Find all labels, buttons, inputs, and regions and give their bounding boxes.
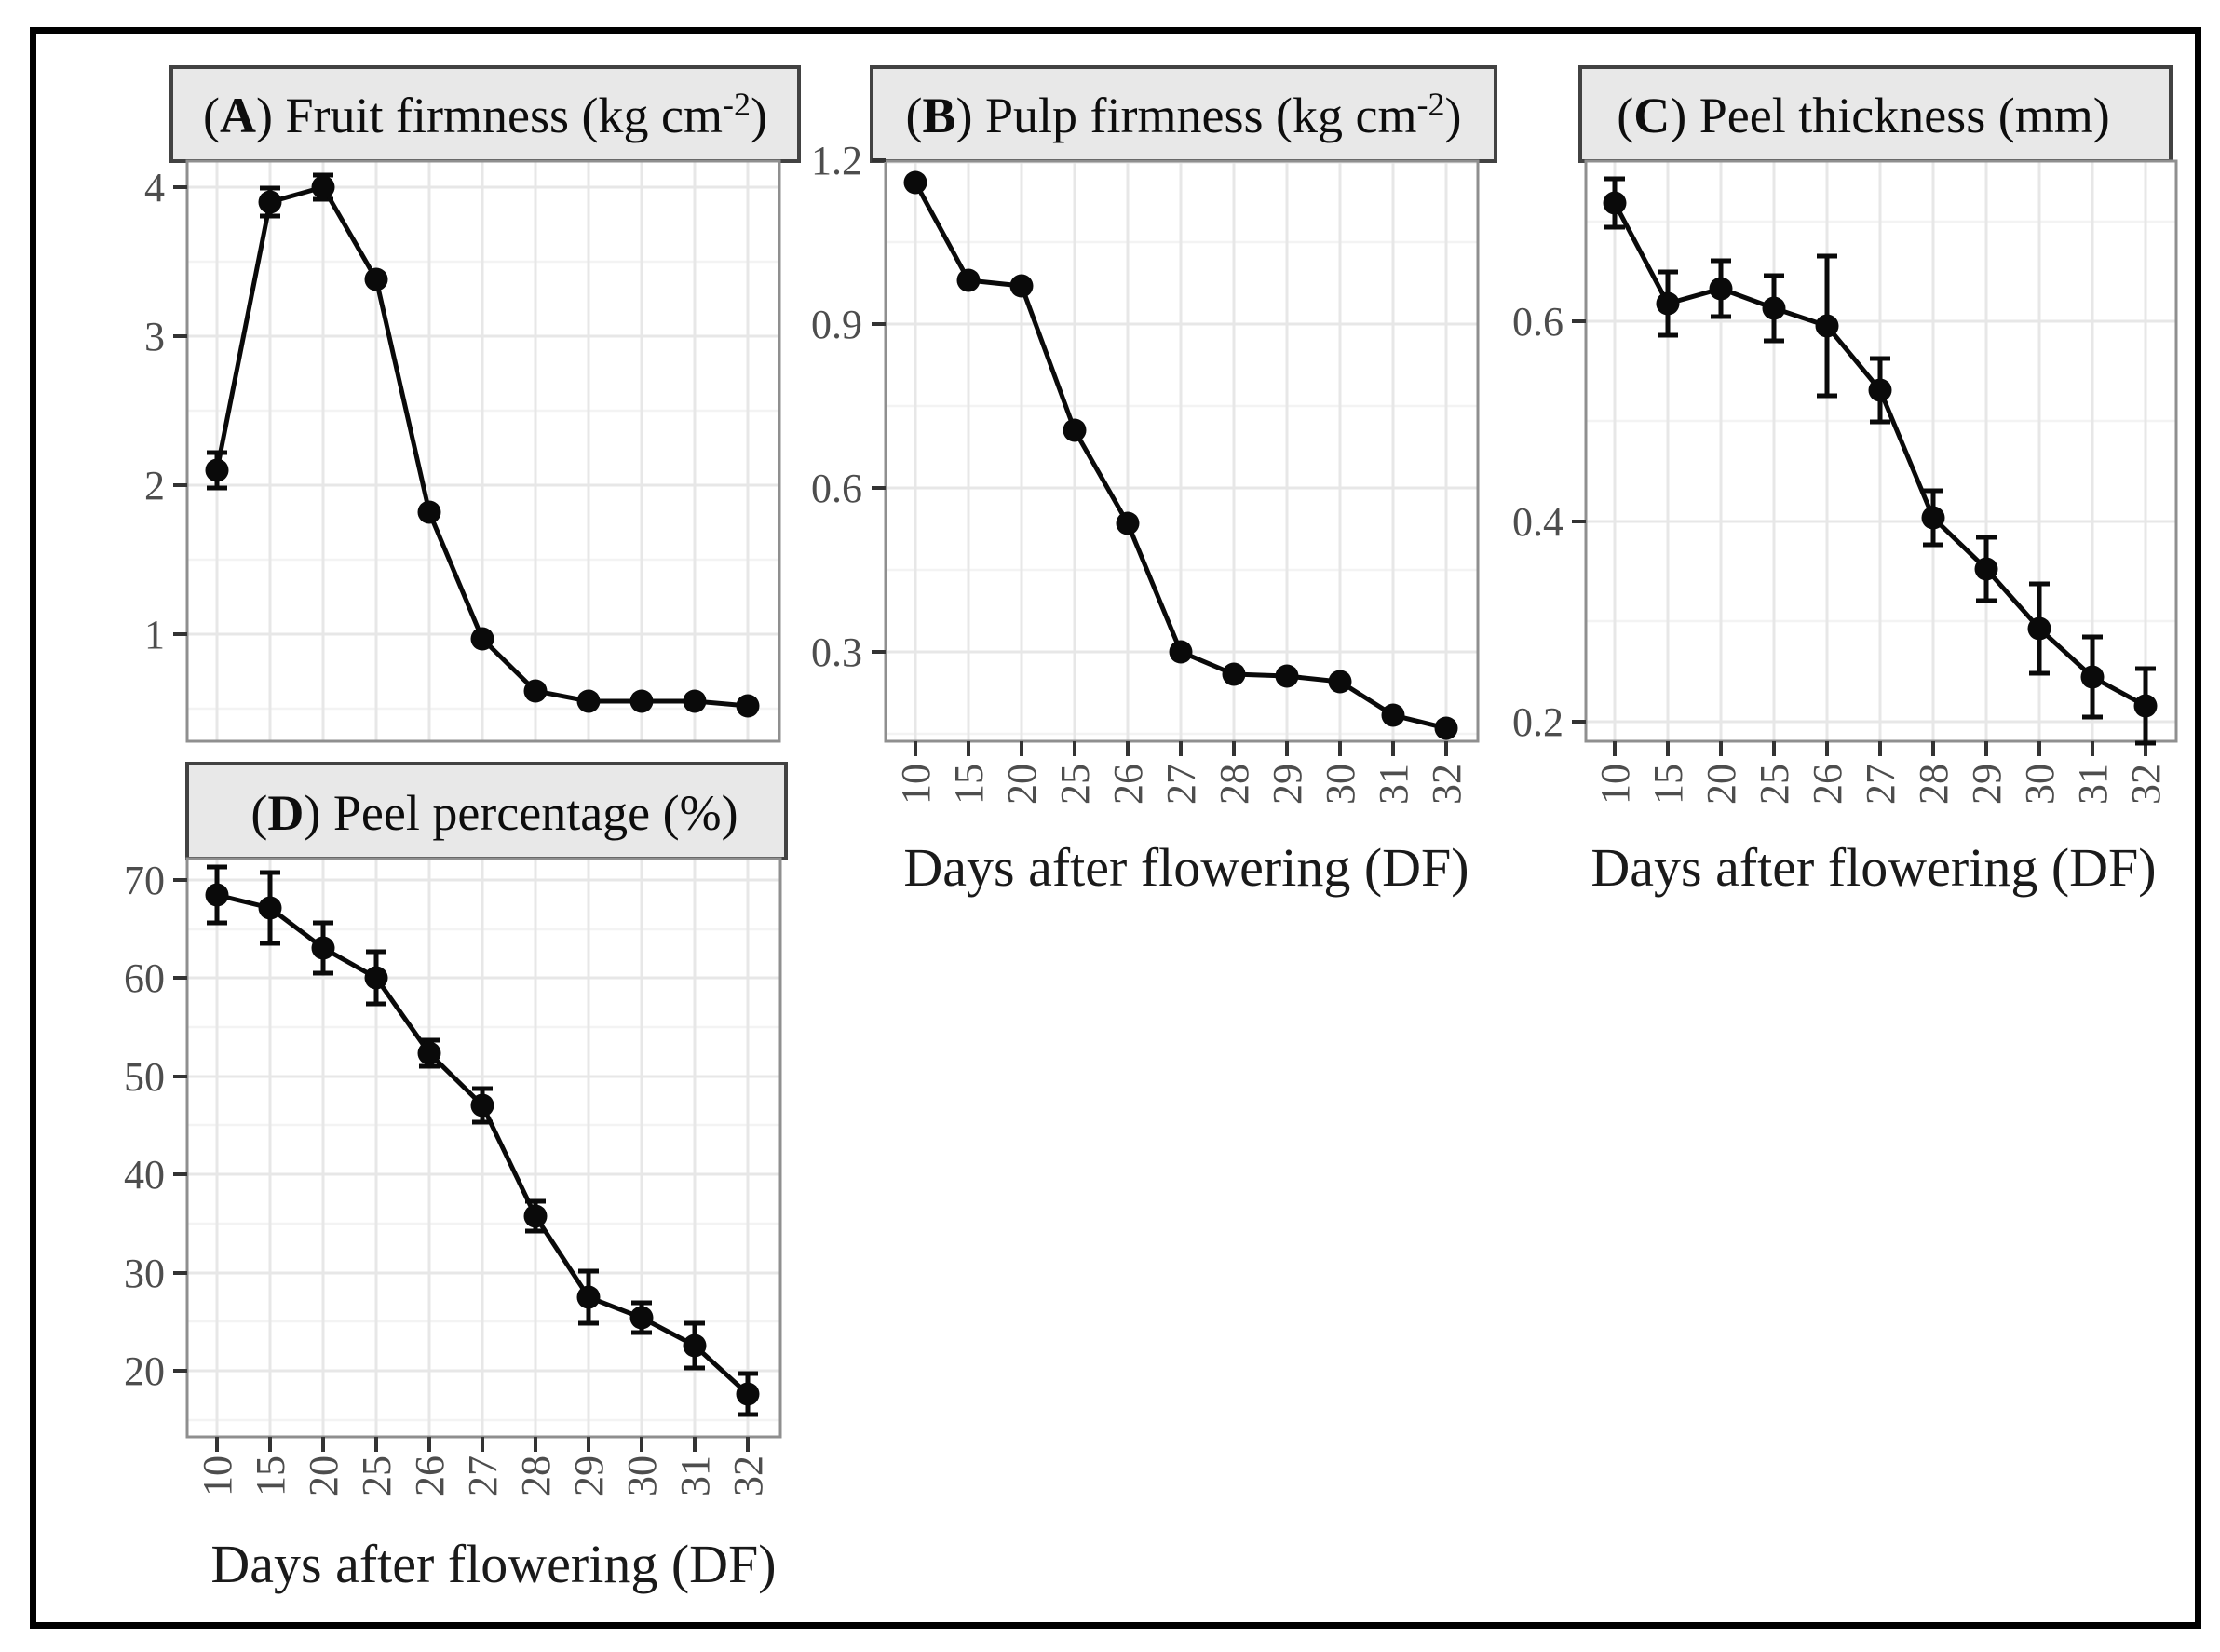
svg-text:25: 25 xyxy=(354,1456,399,1496)
svg-text:0.6: 0.6 xyxy=(1512,299,1563,345)
svg-text:2: 2 xyxy=(144,463,165,508)
svg-text:0.3: 0.3 xyxy=(811,630,862,675)
svg-text:30: 30 xyxy=(2017,764,2063,805)
svg-text:Days after flowering (DF): Days after flowering (DF) xyxy=(1591,837,2156,898)
svg-text:27: 27 xyxy=(460,1456,506,1496)
svg-text:10: 10 xyxy=(195,1456,240,1496)
svg-text:3: 3 xyxy=(144,314,165,359)
svg-text:70: 70 xyxy=(124,858,165,903)
svg-text:(A) Fruit firmness (kg cm-2): (A) Fruit firmness (kg cm-2) xyxy=(203,86,767,143)
svg-text:32: 32 xyxy=(725,1456,771,1496)
svg-text:1.2: 1.2 xyxy=(811,138,862,183)
svg-text:26: 26 xyxy=(1105,764,1151,805)
svg-text:25: 25 xyxy=(1752,764,1797,805)
svg-text:20: 20 xyxy=(124,1348,165,1394)
svg-text:Days after flowering (DF): Days after flowering (DF) xyxy=(210,1534,776,1594)
svg-text:20: 20 xyxy=(999,764,1045,805)
svg-text:30: 30 xyxy=(619,1456,665,1496)
svg-text:26: 26 xyxy=(407,1456,453,1496)
svg-text:0.6: 0.6 xyxy=(811,466,862,511)
svg-text:32: 32 xyxy=(2123,764,2169,805)
svg-text:15: 15 xyxy=(946,764,992,805)
svg-text:(B) Pulp firmness (kg cm-2): (B) Pulp firmness (kg cm-2) xyxy=(906,86,1462,143)
svg-text:28: 28 xyxy=(1212,764,1257,805)
svg-text:Days after flowering (DF): Days after flowering (DF) xyxy=(903,837,1469,898)
svg-text:27: 27 xyxy=(1158,764,1204,805)
svg-text:26: 26 xyxy=(1805,764,1850,805)
svg-text:32: 32 xyxy=(1424,764,1469,805)
svg-text:20: 20 xyxy=(1699,764,1744,805)
svg-text:10: 10 xyxy=(893,764,939,805)
svg-text:20: 20 xyxy=(301,1456,346,1496)
svg-text:30: 30 xyxy=(1318,764,1363,805)
svg-text:31: 31 xyxy=(672,1456,718,1496)
svg-text:50: 50 xyxy=(124,1054,165,1100)
svg-text:29: 29 xyxy=(1265,764,1310,805)
svg-text:(D) Peel percentage (%): (D) Peel percentage (%) xyxy=(250,785,738,841)
svg-text:28: 28 xyxy=(513,1456,559,1496)
svg-text:31: 31 xyxy=(1371,764,1416,805)
svg-text:1: 1 xyxy=(144,612,165,657)
svg-text:40: 40 xyxy=(124,1152,165,1198)
svg-text:29: 29 xyxy=(1964,764,2010,805)
svg-text:15: 15 xyxy=(1645,764,1691,805)
svg-text:15: 15 xyxy=(248,1456,293,1496)
svg-text:25: 25 xyxy=(1052,764,1098,805)
svg-text:0.9: 0.9 xyxy=(811,302,862,347)
svg-text:31: 31 xyxy=(2070,764,2116,805)
svg-text:30: 30 xyxy=(124,1251,165,1296)
svg-text:29: 29 xyxy=(566,1456,612,1496)
svg-text:28: 28 xyxy=(1911,764,1956,805)
svg-text:0.2: 0.2 xyxy=(1512,699,1563,745)
svg-text:0.4: 0.4 xyxy=(1512,499,1563,545)
svg-text:10: 10 xyxy=(1592,764,1638,805)
svg-text:27: 27 xyxy=(1858,764,1903,805)
svg-text:60: 60 xyxy=(124,955,165,1001)
svg-text:(C) Peel thickness (mm): (C) Peel thickness (mm) xyxy=(1617,88,2109,143)
svg-text:4: 4 xyxy=(144,165,165,210)
